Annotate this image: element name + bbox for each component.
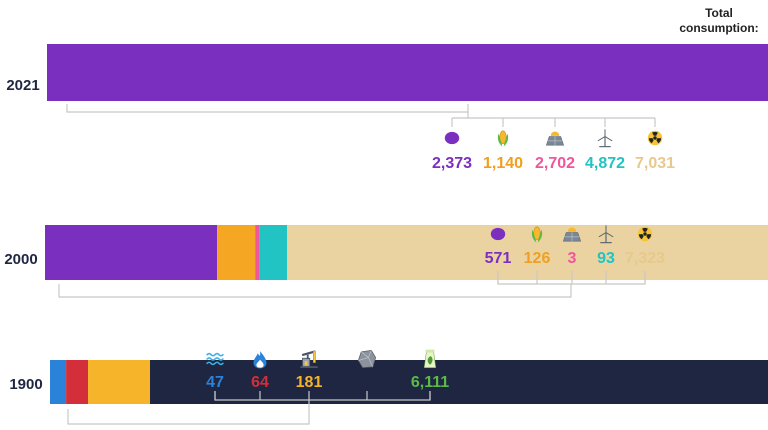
value-2000-wind: 93 [597, 250, 615, 267]
oil-pump-icon [300, 350, 318, 368]
value-2000-biofuels: 126 [524, 250, 551, 267]
bar-1900-gas [66, 360, 89, 404]
total-label-line1: Total [705, 6, 733, 20]
water-waves-icon [206, 352, 224, 366]
bar-2000-solar [255, 225, 260, 280]
bar-2021-other [47, 44, 768, 101]
bracket-2021 [66, 104, 469, 113]
value-2021-wind: 4,872 [585, 155, 625, 172]
value-2021-solar: 2,702 [535, 155, 575, 172]
bar-2000-wind [259, 225, 288, 280]
bracket-1900 [67, 400, 310, 425]
year-label-1900: 1900 [9, 376, 42, 393]
wind-turbine-icon [598, 225, 614, 244]
flame-icon [253, 351, 267, 369]
value-2021-other: 2,373 [432, 155, 472, 172]
bracket-2000 [58, 284, 572, 298]
value-1900-coal: 5,728 [347, 374, 387, 391]
bar-2000-biofuels [217, 225, 256, 280]
year-label-2021: 2021 [6, 77, 39, 94]
value-2000-other: 571 [485, 250, 512, 267]
value-2000-nuclear: 7,323 [625, 250, 665, 267]
radiation-icon [647, 130, 663, 146]
bar-2000-other [45, 225, 218, 280]
bar-2000-nuclear [287, 225, 768, 280]
solar-panel-icon [562, 227, 582, 242]
value-2000-solar: 3 [568, 250, 577, 267]
value-1900-oil: 181 [296, 374, 323, 391]
biomass-plant-icon [423, 349, 437, 368]
purple-blob-icon [444, 131, 460, 145]
corn-icon [531, 226, 543, 243]
total-label-line2: consumption: [679, 21, 758, 35]
value-1900-hydro: 47 [206, 374, 224, 391]
bar-1900-oil [88, 360, 151, 404]
bar-1900-coal [150, 360, 768, 404]
value-1900-gas: 64 [251, 374, 269, 391]
corn-icon [497, 130, 509, 147]
value-1900-traditional_biomass: 6,111 [411, 374, 449, 391]
value-2021-nuclear: 7,031 [635, 155, 675, 172]
purple-blob-icon [490, 227, 506, 241]
radiation-icon [637, 226, 653, 242]
year-label-2000: 2000 [4, 251, 37, 268]
bar-1900-hydro [50, 360, 67, 404]
value-2021-biofuels: 1,140 [483, 155, 523, 172]
solar-panel-icon [545, 131, 565, 146]
wind-turbine-icon [597, 129, 613, 148]
coal-rock-icon [357, 349, 377, 369]
